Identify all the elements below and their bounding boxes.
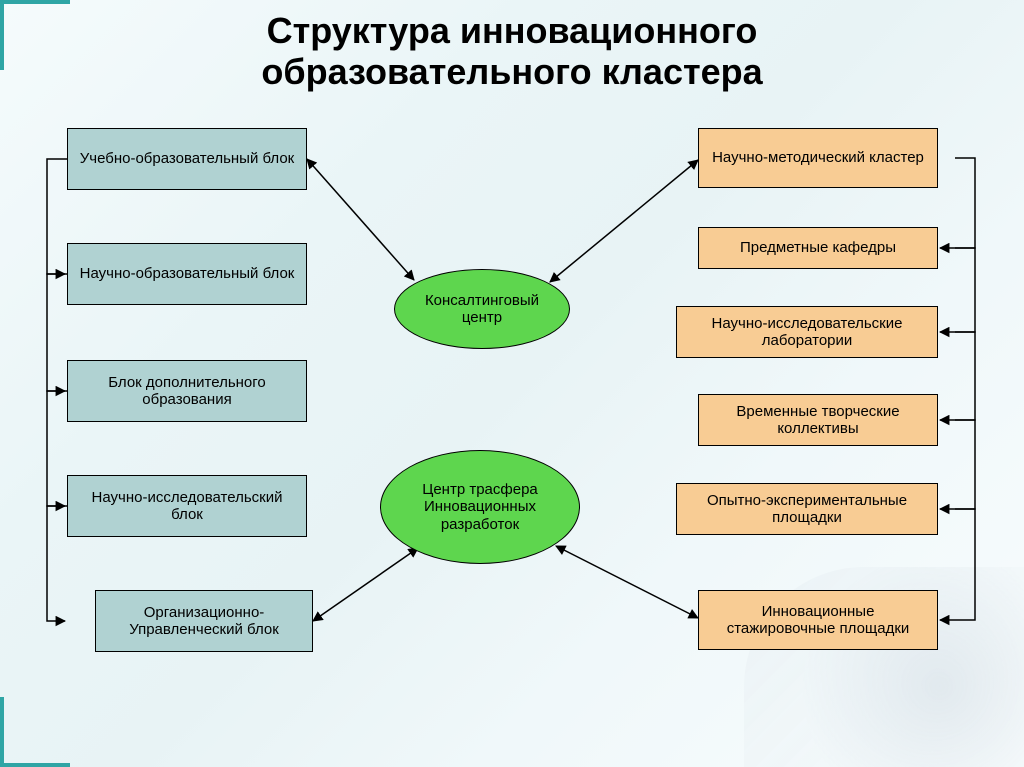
- right-block-r1: Научно-методический кластер: [698, 128, 938, 188]
- title-line2: образовательного кластера: [261, 51, 762, 92]
- left-block-l5: Организационно-Управленческий блок: [95, 590, 313, 652]
- right-block-r5: Опытно-экспериментальные площадки: [676, 483, 938, 535]
- left-block-l2: Научно-образовательный блок: [67, 243, 307, 305]
- left-block-l3: Блок дополнительного образования: [67, 360, 307, 422]
- title-line1: Структура инновационного: [267, 10, 758, 51]
- center-node-c1: Консалтинговый центр: [394, 269, 570, 349]
- right-block-r6: Инновационные стажировочные площадки: [698, 590, 938, 650]
- left-block-l4: Научно-исследовательский блок: [67, 475, 307, 537]
- page-title: Структура инновационного образовательног…: [0, 10, 1024, 93]
- center-node-c2: Центр трасфера Инновационных разработок: [380, 450, 580, 564]
- frame-corner-bottom-left: [0, 697, 70, 767]
- right-block-r4: Временные творческие коллективы: [698, 394, 938, 446]
- left-block-l1: Учебно-образовательный блок: [67, 128, 307, 190]
- right-block-r2: Предметные кафедры: [698, 227, 938, 269]
- right-block-r3: Научно-исследовательские лаборатории: [676, 306, 938, 358]
